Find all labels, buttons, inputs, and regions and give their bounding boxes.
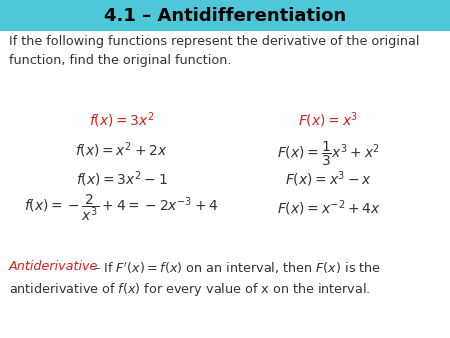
Text: 4.1 – Antidifferentiation: 4.1 – Antidifferentiation — [104, 6, 346, 25]
Text: $F(x) = x^{-2} + 4x$: $F(x) = x^{-2} + 4x$ — [277, 198, 380, 218]
Text: $f(x) = -\dfrac{2}{x^3} + 4 = -2x^{-3} + 4$: $f(x) = -\dfrac{2}{x^3} + 4 = -2x^{-3} +… — [24, 192, 219, 223]
Text: If the following functions represent the derivative of the original: If the following functions represent the… — [9, 35, 419, 48]
Text: $F(x) = x^3$: $F(x) = x^3$ — [298, 110, 359, 130]
Text: antiderivative of $f(x)$ for every value of x on the interval.: antiderivative of $f(x)$ for every value… — [9, 281, 371, 297]
Text: function, find the original function.: function, find the original function. — [9, 54, 231, 67]
Text: $F(x) = x^3 - x$: $F(x) = x^3 - x$ — [285, 169, 372, 189]
Text: Antiderivative: Antiderivative — [9, 260, 99, 273]
Text: $F(x) = \dfrac{1}{3}x^3 + x^2$: $F(x) = \dfrac{1}{3}x^3 + x^2$ — [277, 140, 380, 168]
Text: $f(x) = 3x^2$: $f(x) = 3x^2$ — [89, 110, 154, 130]
Text: $f(x) = 3x^2 - 1$: $f(x) = 3x^2 - 1$ — [76, 169, 167, 189]
FancyBboxPatch shape — [0, 0, 450, 31]
Text: $f(x) = x^2 + 2x$: $f(x) = x^2 + 2x$ — [75, 141, 168, 160]
Text: – If $F'(x) = f(x)$ on an interval, then $F(x)$ is the: – If $F'(x) = f(x)$ on an interval, then… — [89, 260, 381, 276]
